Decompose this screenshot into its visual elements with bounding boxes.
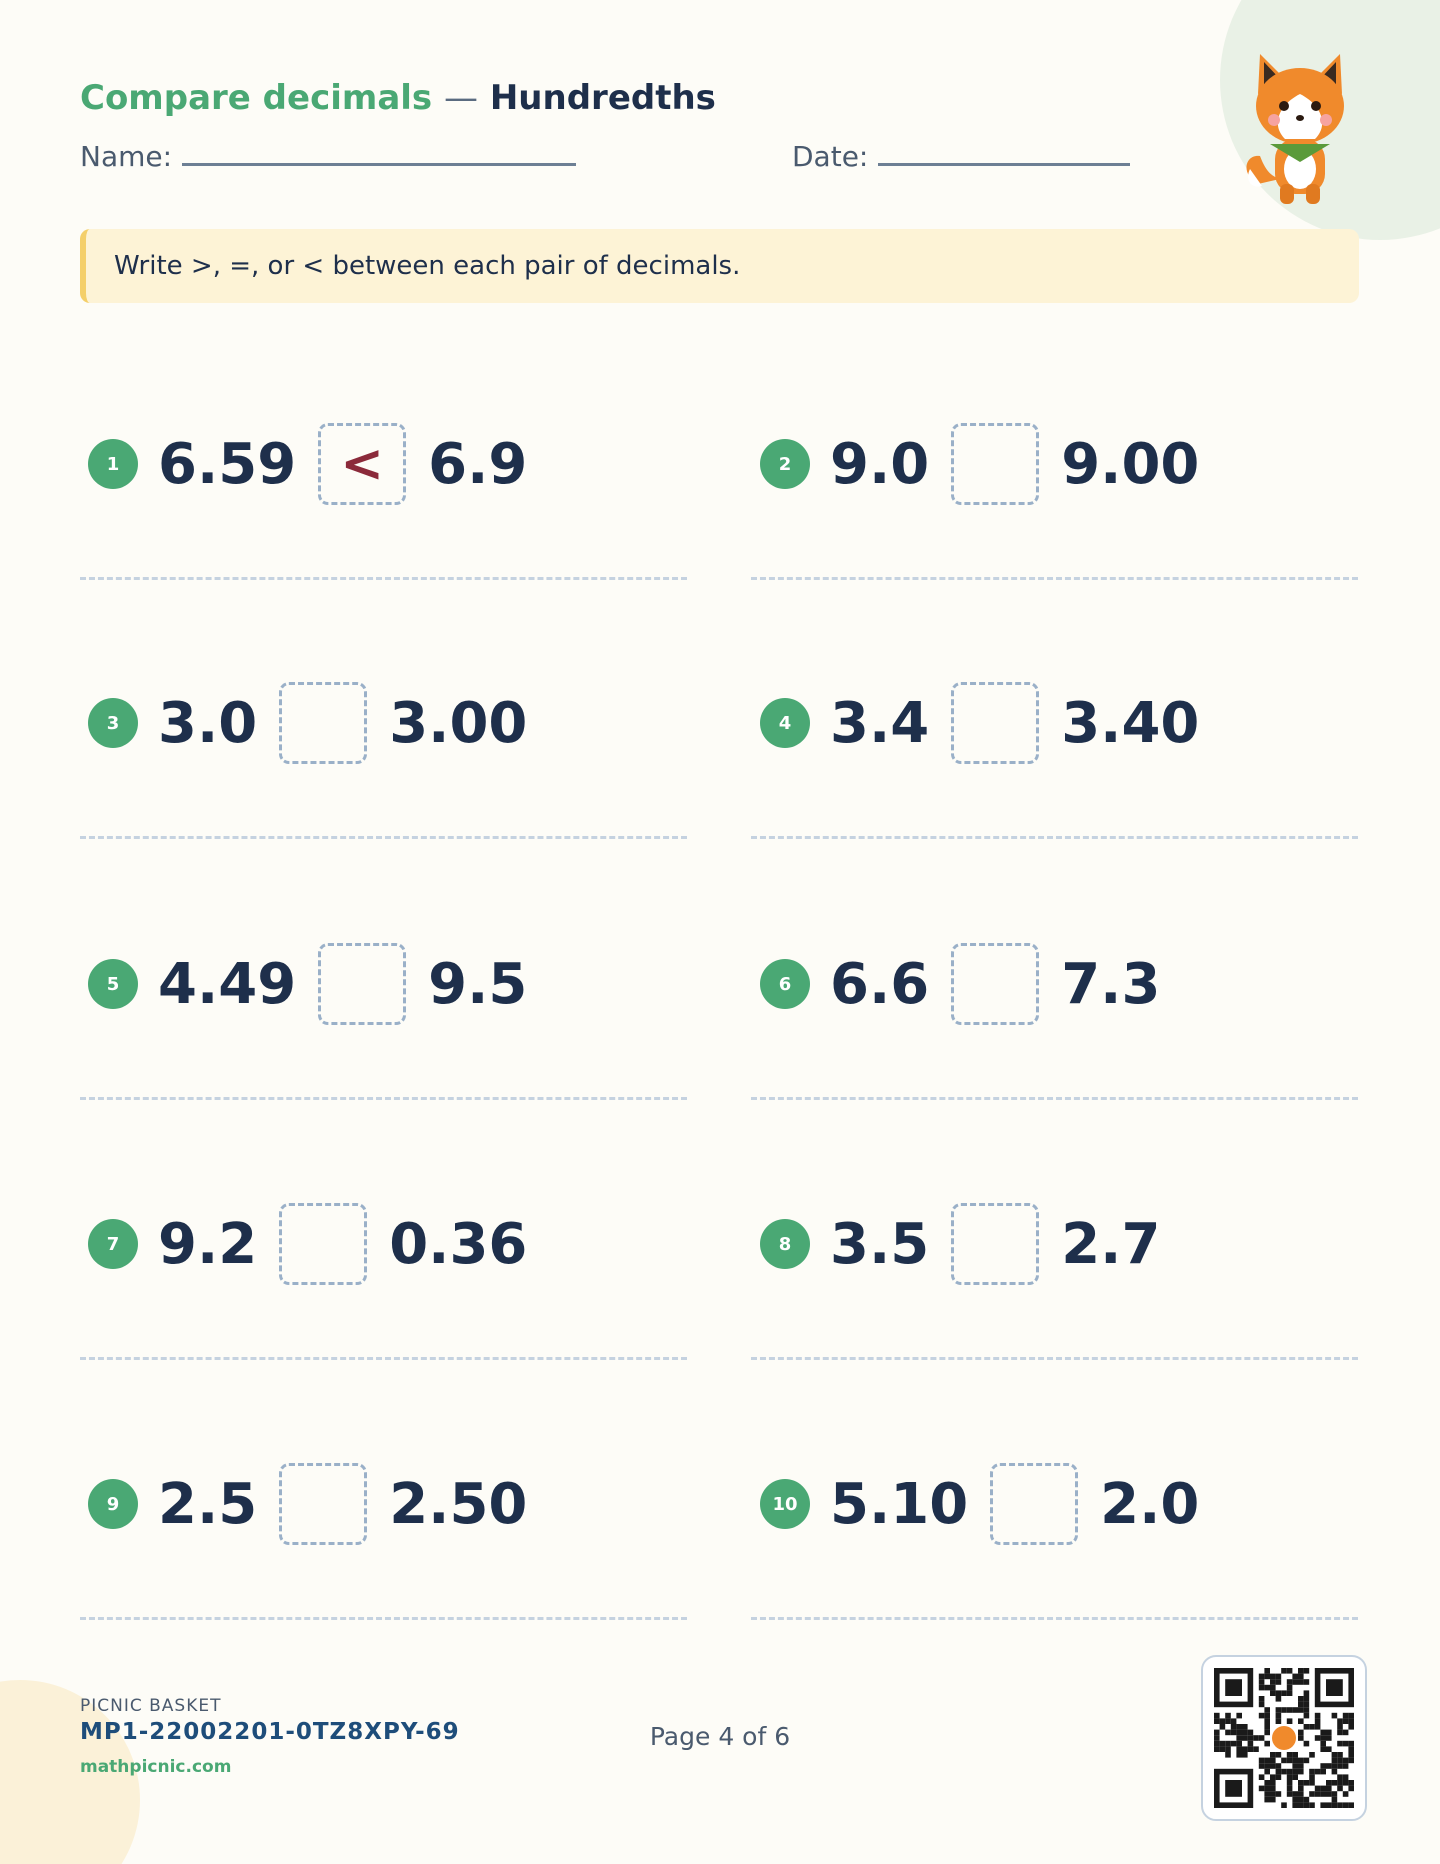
title-main: Compare decimals	[80, 78, 433, 118]
divider	[80, 1357, 687, 1360]
divider	[80, 1097, 687, 1100]
left-decimal: 4.49	[158, 951, 297, 1017]
name-line	[182, 163, 576, 166]
answer-box	[990, 1463, 1079, 1545]
instruction: Write >, =, or < between each pair of de…	[80, 229, 1359, 303]
right-decimal: 9.00	[1061, 431, 1200, 497]
problem-number: 7	[88, 1219, 138, 1269]
divider	[751, 1617, 1358, 1620]
problem: 5 4.49 9.5	[88, 939, 527, 1029]
problem: 7 9.2 0.36	[88, 1199, 527, 1289]
problem: 8 3.5 2.7	[760, 1199, 1160, 1289]
divider	[751, 1097, 1358, 1100]
problem: 10 5.10 2.0	[760, 1459, 1199, 1549]
right-decimal: 9.5	[428, 951, 528, 1017]
answer: <	[340, 434, 384, 494]
right-decimal: 3.00	[389, 690, 528, 756]
problem: 9 2.5 2.50	[88, 1459, 527, 1549]
left-decimal: 9.2	[158, 1211, 258, 1277]
problem-number: 5	[88, 959, 138, 1009]
right-decimal: 2.0	[1100, 1471, 1200, 1537]
qr-code	[1201, 1655, 1367, 1821]
right-decimal: 3.40	[1061, 690, 1200, 756]
answer-box	[951, 682, 1040, 764]
answer-box	[318, 943, 407, 1025]
divider	[751, 836, 1358, 839]
left-decimal: 2.5	[158, 1471, 258, 1537]
left-decimal: 6.59	[158, 431, 297, 497]
left-decimal: 3.0	[158, 690, 258, 756]
problem: 2 9.0 9.00	[760, 419, 1199, 509]
title: Compare decimals — Hundredths	[80, 78, 716, 118]
right-decimal: 2.7	[1061, 1211, 1161, 1277]
answer-box	[951, 943, 1040, 1025]
answer-box	[279, 1463, 368, 1545]
problem-number: 3	[88, 698, 138, 748]
answer-box	[951, 423, 1040, 505]
left-decimal: 5.10	[830, 1471, 969, 1537]
problem-number: 2	[760, 439, 810, 489]
problem-number: 1	[88, 439, 138, 489]
left-decimal: 3.5	[830, 1211, 930, 1277]
title-separator: —	[444, 78, 478, 118]
problem-number: 4	[760, 698, 810, 748]
footer-code: MP1-22002201-0TZ8XPY-69	[80, 1719, 460, 1745]
problem-number: 9	[88, 1479, 138, 1529]
answer-box	[279, 1203, 368, 1285]
date-line	[878, 163, 1130, 166]
name-label: Name:	[80, 140, 173, 173]
problem: 1 6.59 <6.9	[88, 419, 527, 509]
problem-number: 8	[760, 1219, 810, 1269]
right-decimal: 6.9	[428, 431, 528, 497]
left-decimal: 3.4	[830, 690, 930, 756]
answer-box: <	[318, 423, 407, 505]
left-decimal: 6.6	[830, 951, 930, 1017]
divider	[80, 1617, 687, 1620]
problem-number: 10	[760, 1479, 810, 1529]
fox-mascot	[1246, 54, 1344, 204]
right-decimal: 7.3	[1061, 951, 1161, 1017]
problem: 4 3.4 3.40	[760, 678, 1199, 768]
right-decimal: 2.50	[389, 1471, 528, 1537]
right-decimal: 0.36	[389, 1211, 528, 1277]
left-decimal: 9.0	[830, 431, 930, 497]
date-label: Date:	[792, 140, 869, 173]
divider	[80, 836, 687, 839]
divider	[80, 577, 687, 580]
problem: 6 6.6 7.3	[760, 939, 1160, 1029]
divider	[751, 1357, 1358, 1360]
footer-site: mathpicnic.com	[80, 1757, 232, 1777]
divider	[751, 577, 1358, 580]
footer-brand: PICNIC BASKET	[80, 1696, 222, 1716]
problem-number: 6	[760, 959, 810, 1009]
title-subtitle: Hundredths	[489, 78, 716, 118]
answer-box	[279, 682, 368, 764]
answer-box	[951, 1203, 1040, 1285]
problem: 3 3.0 3.00	[88, 678, 527, 768]
page-number: Page 4 of 6	[649, 1722, 791, 1751]
